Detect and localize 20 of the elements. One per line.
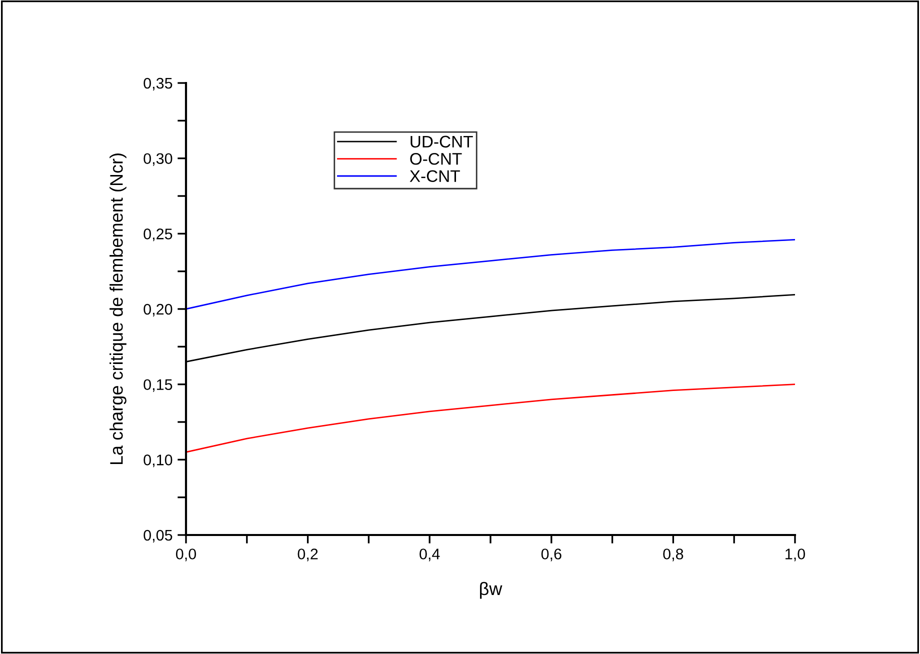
x-tick-label: 0,0 (176, 548, 196, 562)
y-axis-title: La charge critique de flembement (Ncr) (110, 154, 126, 464)
y-tick-label: 0,15 (144, 379, 172, 392)
legend-label: UD-CNT (410, 136, 473, 148)
x-tick-label: 0,6 (541, 548, 562, 562)
x-tick-label: 0,2 (298, 548, 318, 562)
x-axis-title: βw (480, 582, 502, 599)
y-tick-label: 0,20 (144, 304, 172, 316)
x-tick-label: 0,8 (663, 548, 684, 562)
line-series (186, 384, 795, 453)
x-tick-label: 0,4 (420, 548, 440, 562)
legend-label: O-CNT (410, 152, 462, 165)
y-tick-label: 0,30 (144, 153, 172, 166)
x-tick-label: 1,0 (786, 548, 806, 562)
line-series (186, 239, 795, 310)
y-tick-label: 0,35 (144, 78, 172, 90)
y-tick-label: 0,25 (144, 228, 172, 242)
y-tick-label: 0,10 (144, 454, 172, 468)
legend-label: X-CNT (410, 170, 460, 182)
y-tick-label: 0,05 (144, 530, 172, 542)
